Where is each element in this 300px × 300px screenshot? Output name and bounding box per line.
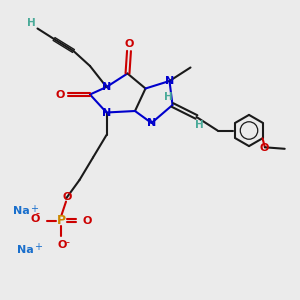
Text: -: - [36, 208, 40, 218]
Text: Na: Na [17, 244, 34, 255]
Text: H: H [164, 92, 172, 102]
Text: +: + [34, 242, 42, 252]
Text: +: + [30, 203, 38, 214]
Text: O: O [124, 39, 134, 50]
Text: O: O [83, 215, 92, 226]
Text: O: O [259, 143, 269, 153]
Text: O: O [62, 192, 72, 202]
Text: N: N [165, 76, 174, 86]
Text: N: N [147, 118, 156, 128]
Text: N: N [102, 107, 111, 118]
Text: H: H [195, 120, 204, 130]
Text: N: N [102, 82, 111, 92]
Text: -: - [65, 237, 70, 247]
Text: O: O [58, 240, 67, 250]
Text: O: O [30, 214, 40, 224]
Text: Na: Na [13, 206, 30, 217]
Text: O: O [56, 89, 65, 100]
Text: P: P [57, 214, 66, 227]
Text: H: H [27, 18, 36, 28]
